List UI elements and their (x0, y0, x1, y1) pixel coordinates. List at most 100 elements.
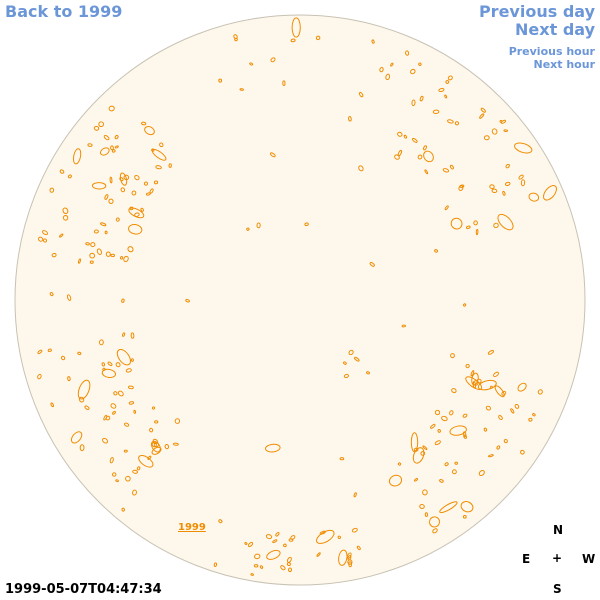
magnetic-contour (123, 255, 129, 263)
magnetic-contour (451, 388, 457, 394)
magnetic-contour (151, 148, 155, 152)
magnetic-contour (153, 441, 160, 448)
magnetic-contour (129, 206, 134, 211)
magnetic-contour (151, 148, 167, 161)
magnetic-contour (353, 492, 357, 498)
magnetic-contour (420, 451, 426, 456)
magnetic-contour (418, 62, 422, 66)
magnetic-contour (290, 535, 296, 540)
magnetic-contour (432, 528, 438, 534)
magnetic-contour (518, 174, 524, 180)
magnetic-contour (413, 447, 419, 452)
magnetic-contour (103, 134, 110, 141)
magnetic-contour (103, 414, 108, 421)
magnetic-contour (397, 149, 403, 157)
magnetic-contour (265, 534, 273, 540)
magnetic-contour (38, 236, 44, 242)
magnetic-contour (259, 565, 264, 569)
magnetic-contour (128, 385, 134, 390)
magnetic-contour (450, 217, 463, 230)
magnetic-contour (93, 229, 99, 234)
magnetic-contour (497, 213, 514, 231)
magnetic-contour (117, 390, 124, 397)
magnetic-contour (422, 489, 428, 496)
magnetic-contour (84, 405, 90, 410)
magnetic-contour (49, 187, 55, 193)
magnetic-contour (514, 142, 533, 154)
magnetic-contour (454, 461, 458, 465)
magnetic-contour (447, 75, 453, 81)
magnetic-contour (282, 80, 286, 86)
magnetic-contour (479, 113, 485, 119)
magnetic-contour (109, 176, 113, 184)
magnetic-contour (108, 105, 115, 112)
magnetic-contour (133, 409, 137, 414)
magnetic-contour (403, 134, 408, 139)
magnetic-contour (49, 292, 54, 297)
magnetic-contour (168, 163, 172, 168)
magnetic-contour (379, 66, 384, 73)
magnetic-contour (371, 39, 375, 44)
magnetic-contour (152, 438, 159, 445)
magnetic-contour (505, 163, 510, 169)
magnetic-contour (502, 190, 506, 196)
magnetic-contour (424, 169, 429, 175)
next-day-link[interactable]: Next day (515, 20, 595, 39)
magnetic-contour (85, 242, 90, 246)
magnetic-contour (343, 373, 349, 379)
magnetic-contour (128, 401, 135, 405)
magnetic-contour (493, 222, 499, 229)
magnetic-contour (121, 507, 125, 512)
magnetic-contour (62, 215, 69, 221)
magnetic-contour (270, 57, 276, 63)
magnetic-contour (115, 217, 120, 222)
magnetic-contour (67, 376, 71, 382)
magnetic-contour (478, 469, 485, 477)
magnetic-contour (154, 420, 159, 424)
magnetic-contour (218, 78, 223, 83)
year-link[interactable]: 1999 (178, 522, 206, 533)
magnetic-contour (269, 152, 276, 158)
magnetic-contour (458, 185, 464, 192)
previous-day-link[interactable]: Previous day (478, 2, 595, 21)
magnetic-contour (104, 230, 108, 235)
back-to-year-link[interactable]: Back to 1999 (5, 2, 123, 21)
magnetic-contour (543, 185, 557, 201)
magnetic-contour (514, 403, 520, 409)
magnetic-contour (434, 440, 441, 446)
magnetic-contour (354, 356, 360, 362)
magnetic-contour (149, 427, 154, 433)
magnetic-contour (265, 443, 281, 453)
magnetic-contour (439, 479, 444, 483)
magnetic-contour (498, 415, 503, 420)
magnetic-contour (388, 474, 403, 487)
magnetic-contour (528, 192, 540, 202)
magnetic-contour (410, 68, 416, 75)
magnetic-contour (465, 363, 470, 369)
magnetic-contour (101, 368, 117, 378)
magnetic-contour (463, 434, 467, 439)
magnetic-contour (496, 445, 501, 450)
magnetic-contour (90, 242, 96, 248)
magnetic-contour (256, 222, 261, 229)
magnetic-contour (51, 252, 57, 258)
compass-center: + (552, 551, 563, 565)
magnetic-contour (125, 475, 131, 482)
magnetic-contour (173, 442, 179, 446)
magnetic-contour (247, 541, 254, 548)
magnetic-contour (110, 145, 114, 151)
magnetic-contour (442, 168, 450, 173)
magnetic-contour (319, 530, 326, 535)
magnetic-contour (104, 194, 109, 200)
magnetic-contour (445, 80, 450, 84)
magnetic-contour (413, 478, 419, 482)
previous-hour-link[interactable]: Previous hour (508, 45, 595, 58)
magnetic-contour (70, 431, 83, 444)
next-hour-link[interactable]: Next hour (533, 58, 596, 71)
magnetic-contour (144, 126, 155, 136)
magnetic-contour (385, 73, 391, 81)
magnetic-contour (316, 552, 321, 557)
magnetic-contour (520, 449, 525, 455)
magnetic-contour (131, 190, 137, 196)
magnetic-contour (444, 205, 449, 211)
